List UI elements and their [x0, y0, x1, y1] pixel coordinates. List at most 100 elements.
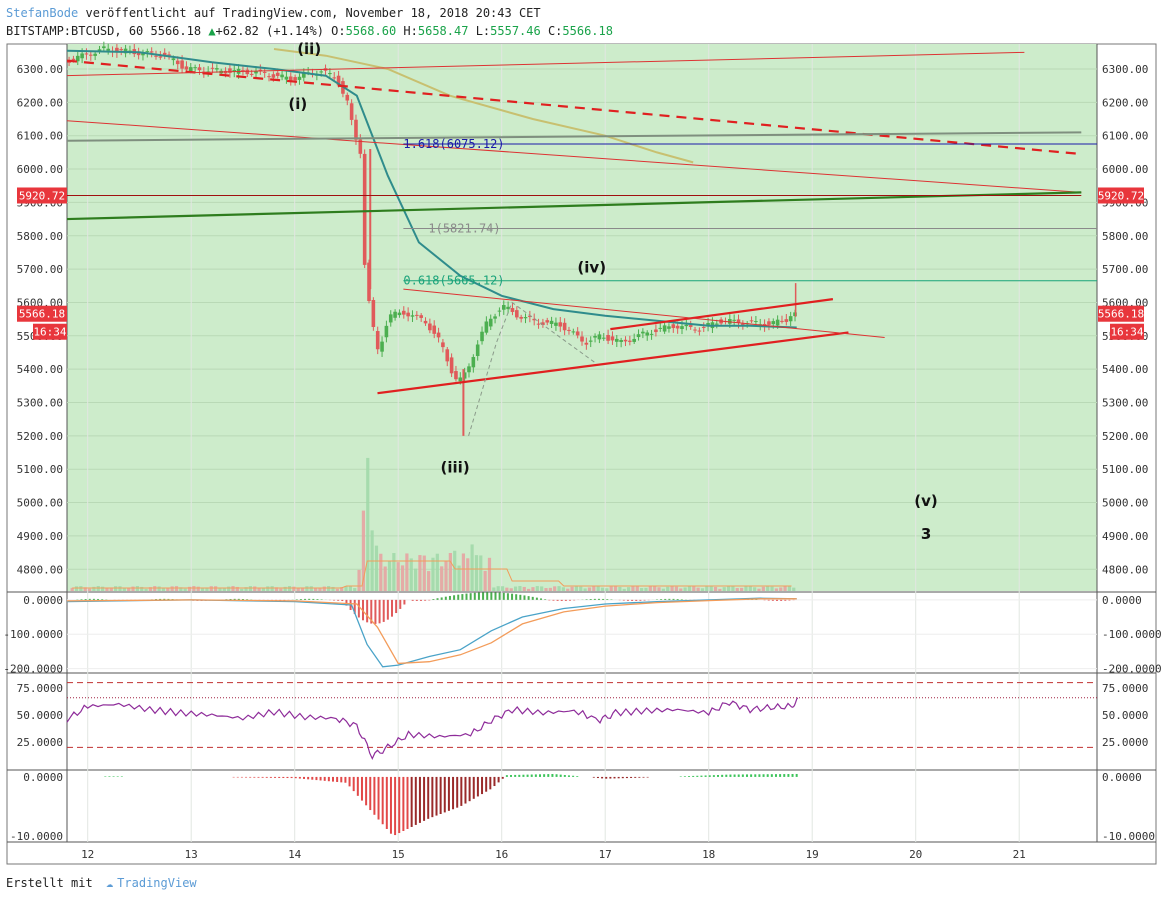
candle-body — [271, 74, 276, 78]
volume-bar — [205, 587, 209, 591]
candle-body — [649, 333, 654, 335]
candle-body — [506, 306, 510, 310]
candle-body — [332, 77, 337, 79]
candle-body — [754, 321, 758, 323]
candle-body — [536, 323, 541, 325]
author-name[interactable]: StefanBode — [6, 6, 79, 20]
volume-bar — [509, 588, 513, 591]
macd-tick-right: -100.0000 — [1102, 628, 1162, 641]
volume-bar — [170, 586, 174, 591]
volume-bar — [500, 586, 505, 591]
candle-body — [667, 326, 671, 329]
price-tick-left: 6300.00 — [17, 63, 63, 76]
candle-body — [480, 331, 484, 342]
trend-line-thin-red — [66, 51, 1025, 77]
candle-body — [262, 71, 267, 73]
volume-bar — [683, 587, 687, 591]
volume-bar — [427, 571, 431, 591]
volume-bar — [400, 565, 405, 591]
candle-body — [288, 76, 293, 81]
candle-body — [406, 312, 410, 317]
candle-body — [441, 342, 445, 348]
volume-bar — [692, 586, 696, 591]
candle-body — [680, 326, 684, 329]
volume-bar — [779, 587, 783, 591]
candle-body — [249, 73, 254, 75]
volume-bar — [770, 586, 774, 591]
candle-body — [671, 324, 676, 329]
candle-body — [501, 305, 506, 310]
volume-bar — [348, 586, 352, 591]
candle-body — [432, 325, 437, 334]
candle-body — [454, 371, 458, 380]
volume-bar — [731, 586, 735, 591]
volume-bars — [70, 457, 796, 591]
candle-body — [523, 317, 528, 319]
wave-label: (iv) — [577, 258, 606, 276]
time-tick: 16 — [495, 848, 508, 861]
price-tick-left: 5700.00 — [17, 263, 63, 276]
volume-bar — [635, 586, 639, 591]
candle-body — [293, 77, 297, 81]
volume-bar — [335, 588, 339, 591]
candle-body — [628, 340, 632, 342]
candle-body — [475, 344, 480, 357]
volume-bar — [161, 588, 166, 591]
volume-bar — [600, 587, 605, 591]
price-tick-left: 5000.00 — [17, 497, 63, 510]
change-value: +62.82 (+1.14%) — [215, 24, 324, 38]
trend-line-thick-red — [377, 331, 849, 395]
candle-body — [267, 76, 271, 78]
candle-body — [428, 323, 432, 331]
volume-bar — [661, 588, 665, 591]
price-pane-background — [67, 44, 1097, 591]
footer: Erstellt mit ☁ TradingView — [6, 876, 197, 890]
price-tick-left: 5300.00 — [17, 397, 63, 410]
candle-body — [106, 48, 110, 51]
volume-bar — [657, 587, 661, 591]
candle-body — [415, 314, 419, 316]
time-tick: 17 — [599, 848, 612, 861]
volume-bar — [257, 588, 261, 591]
current-price-left-bg — [17, 305, 67, 322]
volume-bar — [705, 586, 709, 591]
candle-body — [567, 329, 571, 331]
volume-bar — [479, 555, 483, 591]
macd-pane-background — [67, 593, 1097, 672]
price-tick-right: 6000.00 — [1102, 163, 1148, 176]
candle-body — [541, 322, 545, 326]
candle-body — [619, 340, 623, 342]
volume-bar — [74, 586, 79, 591]
tradingview-brand[interactable]: TradingView — [117, 876, 197, 890]
candle-body — [258, 69, 263, 71]
candle-body — [302, 72, 306, 78]
candle-body — [614, 338, 619, 342]
current-price-right-bg — [1098, 305, 1144, 322]
volume-bar — [483, 570, 487, 591]
candle-body — [554, 322, 558, 326]
macd-tick-right: 0.0000 — [1102, 594, 1142, 607]
volume-bar — [740, 587, 744, 591]
volume-bar — [648, 586, 652, 591]
momentum-tick-right: -10.0000 — [1102, 830, 1155, 843]
candle-body — [471, 357, 476, 368]
candle-body — [171, 58, 176, 61]
volume-bar — [613, 586, 618, 591]
candle-body — [632, 338, 636, 342]
volume-bar — [726, 586, 731, 591]
volume-bar — [318, 588, 322, 591]
price-tick-right: 4800.00 — [1102, 563, 1148, 576]
volume-bar — [531, 587, 535, 591]
volume-bar — [583, 588, 587, 591]
volume-bar — [296, 588, 300, 591]
volume-bar — [140, 586, 144, 591]
wave-label: (v) — [914, 492, 938, 510]
high-label: H: — [403, 24, 418, 38]
volume-bar — [540, 586, 544, 591]
wave-label: (ii) — [297, 40, 321, 58]
candle-body — [397, 312, 402, 316]
macd-tick-right: -200.0000 — [1102, 663, 1162, 676]
fib-level-label: 1(5821.74) — [428, 221, 500, 235]
volume-bar — [713, 586, 718, 591]
